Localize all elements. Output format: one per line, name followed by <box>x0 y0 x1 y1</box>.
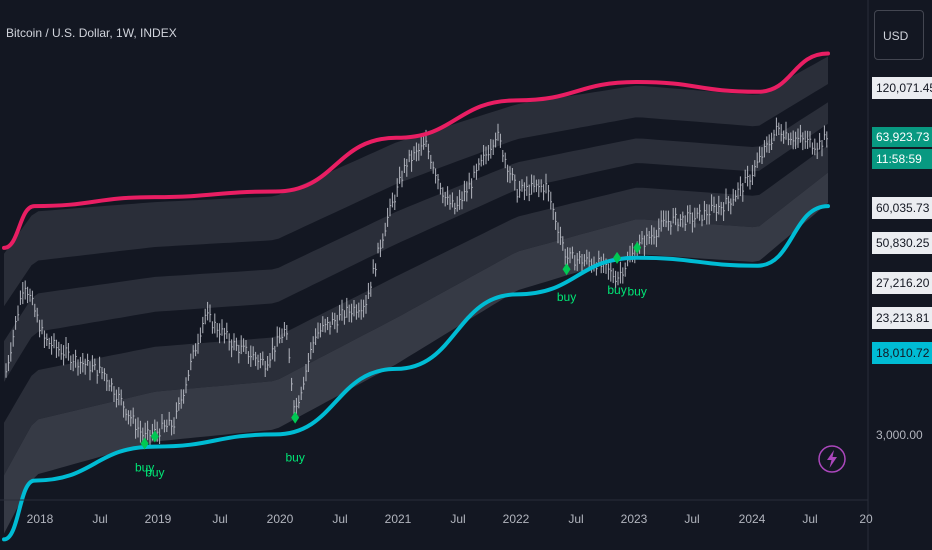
price-bars <box>5 117 828 447</box>
time-axis-label: Jul <box>450 512 466 526</box>
time-axis-label: Jul <box>332 512 348 526</box>
buy-signal-label: buy <box>628 285 647 299</box>
lightning-bolt-icon[interactable] <box>817 444 847 474</box>
buy-signal-marker <box>150 430 159 443</box>
time-axis-label: 2021 <box>384 512 412 526</box>
time-axis-label: Jul <box>92 512 108 526</box>
time-axis-label: 2020 <box>266 512 294 526</box>
band-fill-outer <box>4 56 828 307</box>
buy-signal-label: buy <box>145 466 164 480</box>
price-scale-label: 60,035.73 <box>872 197 932 219</box>
price-scale-label: 11:58:59 <box>872 149 932 169</box>
time-axis-label: Jul <box>568 512 584 526</box>
price-scale-label: 120,071.45 <box>872 77 932 99</box>
buy-signal-marker <box>633 241 642 254</box>
buy-signal-label: buy <box>607 283 626 297</box>
currency-button[interactable]: USD <box>874 10 924 60</box>
buy-signal-label: buy <box>285 451 304 465</box>
buy-signal-marker <box>140 437 149 450</box>
time-axis-label: 2023 <box>620 512 648 526</box>
price-scale-label: 27,216.20 <box>872 272 932 294</box>
time-axis-label: 20 <box>859 512 873 526</box>
buy-signal-marker <box>562 263 571 276</box>
chart-title: Bitcoin / U.S. Dollar, 1W, INDEX <box>6 26 177 40</box>
time-axis-label: 2022 <box>502 512 530 526</box>
time-axis-label: Jul <box>212 512 228 526</box>
upper-band-line <box>2 51 830 250</box>
time-axis-label: 2024 <box>738 512 766 526</box>
price-scale-label: 3,000.00 <box>876 428 923 442</box>
buy-signal-marker <box>613 251 622 264</box>
time-axis-label: Jul <box>802 512 818 526</box>
buy-signal-marker <box>291 411 300 424</box>
buy-signal-label: buy <box>135 460 154 474</box>
price-scale-label: 23,213.81 <box>872 307 932 329</box>
time-axis-label: 2018 <box>26 512 54 526</box>
buy-signal-label: buy <box>557 290 576 304</box>
price-scale-label: 18,010.72 <box>872 342 932 364</box>
price-scale-label: 50,830.25 <box>872 232 932 254</box>
price-scale-label: 63,923.73 <box>872 127 932 147</box>
time-axis-label: 2019 <box>144 512 172 526</box>
time-axis-label: Jul <box>684 512 700 526</box>
lower-band-line <box>2 204 830 542</box>
